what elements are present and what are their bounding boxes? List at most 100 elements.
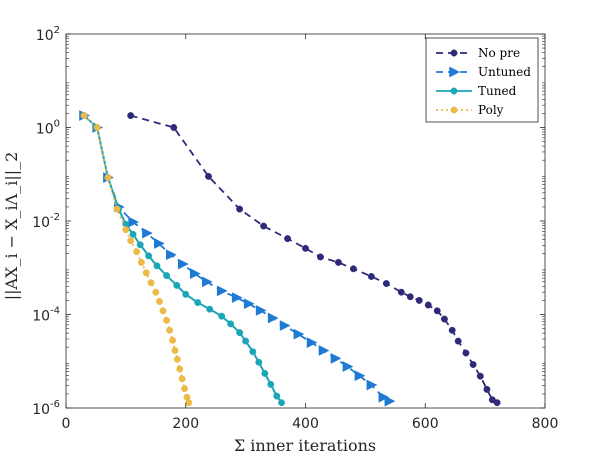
data-point [136,241,144,249]
data-point [302,244,309,252]
legend: No pre Untuned Tuned Poly [425,37,539,123]
data-point [450,49,458,57]
data-point [227,320,235,328]
x-tick-label: 400 [292,416,319,432]
data-point [284,235,291,243]
axes: 0 200 400 600 800 102 100 10-2 10-4 10-6 [32,25,558,432]
data-point [415,296,423,304]
data-point [173,355,181,363]
data-point [243,298,255,310]
data-point [159,307,167,315]
data-point [330,353,342,364]
data-point [249,348,257,356]
data-point [267,312,279,324]
data-point [218,312,226,320]
data-point [278,399,285,407]
data-point [166,249,177,261]
data-point [433,307,441,315]
data-point [169,336,177,344]
legend-entry: Untuned [436,65,531,79]
data-point [152,288,160,296]
data-point [242,337,250,345]
data-point [176,365,184,373]
y-tick-label: 102 [36,25,60,44]
data-point [194,299,202,307]
data-point [449,66,461,78]
data-point [279,320,291,331]
data-point [205,172,212,180]
data-point [170,124,178,131]
legend-label: Poly [478,103,504,117]
data-point [334,258,342,266]
data-point [166,326,174,334]
series-poly [80,112,193,407]
data-point [104,174,112,181]
legend-entry: Tuned [436,84,517,98]
data-point [317,253,324,261]
data-point [80,112,88,120]
data-point [93,124,101,131]
data-point [127,112,135,120]
data-point [342,361,354,372]
x-tick-label: 600 [412,416,439,432]
data-point [255,305,267,316]
data-point [462,349,470,357]
data-point [155,298,163,305]
data-point [450,87,458,95]
data-point [406,293,414,301]
data-point [306,337,318,349]
legend-entry: No pre [436,46,520,60]
data-point [440,315,448,323]
data-point [113,205,121,213]
data-point [154,238,165,249]
data-point [367,273,375,280]
y-tick-label: 100 [36,119,60,138]
data-point [182,290,190,298]
data-point [153,262,161,270]
data-point [397,288,405,296]
plot-area [79,110,501,407]
data-point [142,227,153,239]
data-point [384,395,396,407]
data-point [147,279,155,287]
data-point [201,276,213,288]
data-point [354,370,366,382]
data-point [127,237,135,245]
data-point [476,372,484,380]
x-tick-label: 0 [62,416,71,432]
data-point [483,385,491,393]
data-point [129,230,137,238]
data-point [178,375,186,383]
data-point [267,380,275,388]
data-point [185,399,193,407]
data-point [142,269,150,277]
data-point [122,226,130,234]
data-point [424,301,432,309]
data-point [493,399,501,407]
x-axis-label: Σ inner iterations [234,436,376,455]
data-point [450,106,458,114]
data-point [171,347,179,354]
x-tick-label: 800 [532,416,559,432]
data-point [448,326,456,334]
data-point [137,258,145,266]
legend-label: Tuned [478,84,517,98]
data-point [236,205,244,213]
data-point [236,329,244,337]
series-no-pre [127,112,501,407]
data-point [273,392,281,400]
y-axis-label: ||AX_i − X_iΛ_i||_2 [2,152,21,301]
y-tick-label: 10-4 [32,306,60,325]
data-point [261,369,269,377]
legend-box [425,37,539,123]
legend-entry: Poly [436,103,504,117]
data-point [173,281,181,289]
data-point [260,222,268,230]
data-point [366,379,378,391]
data-point [318,345,330,356]
data-point [469,361,477,368]
data-point [454,337,462,345]
data-point [293,328,305,340]
x-tick-label: 200 [172,416,199,432]
